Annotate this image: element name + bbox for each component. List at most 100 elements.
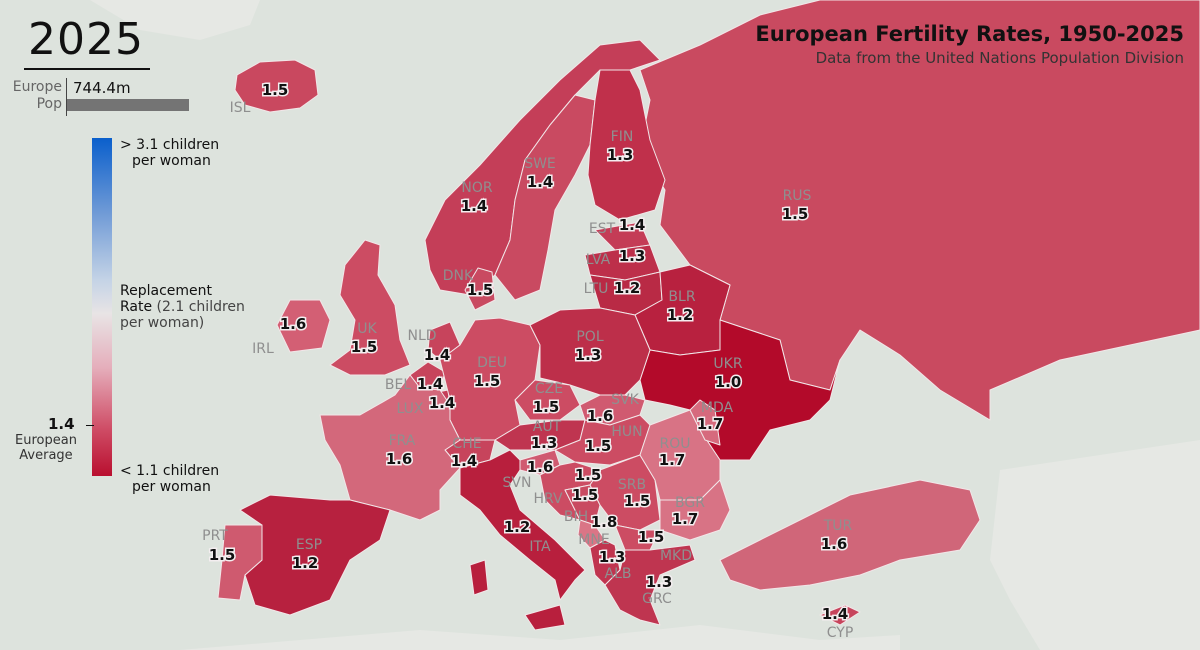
fertility-value-blr: 1.2: [667, 306, 694, 324]
average-label: European Average: [10, 433, 82, 463]
scale-high-line1: > 3.1 children: [120, 137, 220, 153]
country-code-svk: SVK: [611, 392, 639, 408]
fertility-value-mne: 1.8: [591, 513, 618, 531]
fertility-value-ita: 1.2: [504, 518, 531, 536]
country-grc: [604, 544, 696, 626]
scale-low-line1: < 1.1 children: [120, 463, 220, 479]
country-bgr: [659, 479, 731, 541]
country-code-lva: LVA: [586, 252, 611, 268]
country-code-grc: GRC: [642, 591, 672, 607]
fertility-value-prt: 1.5: [209, 546, 236, 564]
map-subtitle: Data from the United Nations Population …: [815, 49, 1184, 67]
fertility-value-cze: 1.5: [533, 398, 560, 416]
fertility-value-che: 1.4: [451, 452, 478, 470]
country-sar: [469, 559, 489, 596]
country-code-bih: BIH: [564, 509, 588, 525]
country-sic: [524, 604, 566, 631]
scale-mid-line2: Rate: [120, 299, 153, 315]
country-code-nor: NOR: [461, 180, 492, 196]
fertility-value-hun: 1.5: [585, 437, 612, 455]
population-label-line1: Europe: [12, 79, 62, 95]
country-code-cze: CZE: [535, 381, 563, 397]
country-code-deu: DEU: [477, 355, 507, 371]
scale-high-label: > 3.1 children per woman: [120, 137, 219, 169]
fertility-value-uk: 1.5: [351, 338, 378, 356]
country-code-che: CHE: [452, 436, 481, 452]
population-label-line2: Pop: [36, 96, 62, 112]
year-display: 2025: [28, 14, 144, 65]
scale-low-label: < 1.1 children per woman: [120, 463, 219, 495]
fertility-value-srb: 1.5: [624, 492, 651, 510]
fertility-value-svk: 1.6: [587, 407, 614, 425]
average-value: 1.4: [48, 415, 75, 433]
country-code-cyp: CYP: [827, 625, 854, 641]
country-cyp: [819, 604, 861, 626]
country-code-aut: AUT: [533, 419, 562, 435]
country-dnk: [464, 267, 496, 311]
north-africa-land: [180, 625, 900, 650]
country-code-alb: ALB: [605, 566, 632, 582]
fertility-value-est: 1.4: [619, 216, 646, 234]
fertility-value-tur: 1.6: [821, 535, 848, 553]
country-shapes: [217, 0, 1200, 631]
country-isl: [234, 59, 319, 113]
country-code-fin: FIN: [611, 129, 634, 145]
fertility-value-lva: 1.3: [619, 247, 646, 265]
fertility-value-nld: 1.4: [424, 346, 451, 364]
scale-mid-line2-rest: (2.1 children: [152, 299, 245, 315]
fertility-value-ukr: 1.0: [715, 373, 742, 391]
country-code-isl: ISL: [230, 100, 251, 116]
fertility-value-svn: 1.6: [527, 458, 554, 476]
country-code-svn: SVN: [503, 475, 532, 491]
scale-low-line2: per woman: [132, 479, 211, 495]
country-prt: [217, 524, 263, 601]
fertility-value-ltu: 1.2: [614, 279, 641, 297]
country-code-fra: FRA: [389, 433, 416, 449]
country-rus: [639, 0, 1200, 421]
greenland-land: [90, 0, 260, 40]
country-code-prt: PRT: [202, 528, 228, 544]
fertility-value-rus: 1.5: [782, 205, 809, 223]
fertility-value-dnk: 1.5: [467, 281, 494, 299]
country-code-rus: RUS: [783, 188, 812, 204]
country-ita: [459, 449, 586, 601]
fertility-value-bel: 1.4: [417, 375, 444, 393]
country-tur: [719, 479, 981, 591]
population-divider: [66, 78, 67, 116]
country-code-hrv: HRV: [533, 491, 562, 507]
fertility-value-hrv: 1.5: [575, 466, 602, 484]
country-code-rou: ROU: [660, 436, 691, 452]
country-code-pol: POL: [576, 329, 603, 345]
country-mda: [689, 399, 721, 446]
fertility-value-mda: 1.7: [697, 415, 724, 433]
country-code-mkd: MKD: [660, 548, 692, 564]
country-code-ita: ITA: [529, 539, 551, 555]
country-irl: [276, 299, 331, 353]
scale-mid-line3: per woman): [120, 315, 205, 331]
fertility-value-rou: 1.7: [659, 451, 686, 469]
country-code-ukr: UKR: [713, 356, 742, 372]
population-bar: [67, 99, 189, 111]
average-label-line2: Average: [19, 448, 73, 463]
country-code-bel: BEL: [385, 377, 411, 393]
fertility-value-aut: 1.3: [531, 434, 558, 452]
country-bih: [564, 484, 601, 526]
map-title: European Fertility Rates, 1950-2025: [755, 22, 1184, 46]
scale-mid-line1: Replacement: [120, 283, 212, 299]
country-code-est: EST: [589, 221, 616, 237]
country-fin: [587, 69, 666, 221]
country-hun: [554, 414, 651, 466]
country-code-mda: MDA: [701, 400, 734, 416]
fertility-value-grc: 1.3: [646, 573, 673, 591]
country-code-hun: HUN: [611, 424, 642, 440]
fertility-value-fra: 1.6: [386, 450, 413, 468]
country-code-swe: SWE: [524, 156, 556, 172]
fertility-value-irl: 1.6: [280, 315, 307, 333]
country-code-mne: MNE: [578, 532, 609, 548]
average-label-line1: European: [15, 433, 77, 448]
country-code-dnk: DNK: [443, 268, 474, 284]
fertility-value-mkd: 1.5: [638, 528, 665, 546]
fertility-value-nor: 1.4: [461, 197, 488, 215]
